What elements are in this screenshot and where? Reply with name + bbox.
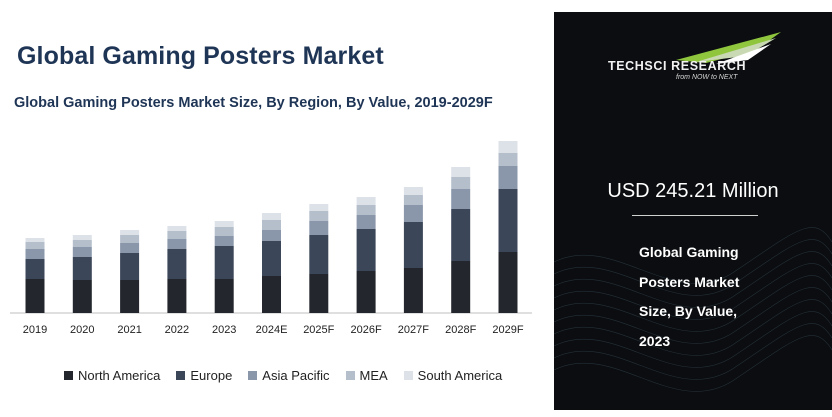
- bar-segment-north-america-2019: [25, 279, 45, 313]
- bar-segment-south-america-2019: [25, 238, 45, 242]
- legend-item: South America: [403, 368, 503, 383]
- x-tick-label: 2023: [212, 324, 236, 336]
- bar-segment-asia-pacific-2024e: [262, 230, 281, 241]
- bar-segment-north-america-2023: [214, 279, 234, 313]
- bar-segment-mea-2020: [72, 240, 92, 247]
- bar-segment-north-america-2025f: [309, 274, 329, 313]
- x-tick-label: 2024E: [256, 324, 288, 336]
- bar-segment-asia-pacific-2029f: [498, 166, 518, 189]
- bar-segment-south-america-2023: [214, 221, 234, 227]
- description-line: Global Gaming: [639, 244, 739, 260]
- bar-segment-south-america-2021: [120, 230, 140, 235]
- bar-segment-europe-2025f: [309, 235, 329, 274]
- legend-swatch: [176, 371, 186, 380]
- bar-segment-south-america-2026f: [356, 197, 376, 205]
- logo-text: TECHSCI RESEARCH: [608, 59, 747, 73]
- bar-segment-europe-2019: [25, 259, 45, 279]
- logo-swoosh-icon: [676, 32, 781, 64]
- legend-item: North America: [64, 368, 160, 383]
- bar-segment-europe-2020: [72, 257, 92, 280]
- bar-segment-europe-2026f: [356, 229, 376, 271]
- x-tick-label: 2026F: [350, 324, 381, 336]
- bar-segment-europe-2024e: [262, 241, 281, 276]
- bar-segment-mea-2027f: [403, 195, 423, 205]
- bar-segment-mea-2029f: [498, 153, 518, 166]
- bar-segment-north-america-2024e: [262, 276, 281, 313]
- logo-tagline: from NOW to NEXT: [676, 74, 738, 81]
- market-value: USD 245.21 Million: [607, 180, 779, 202]
- legend-swatch: [248, 371, 258, 380]
- bar-segment-mea-2021: [120, 235, 140, 243]
- summary-panel: TECHSCI RESEARCH from NOW to NEXT USD 24…: [554, 12, 832, 410]
- bar-segment-europe-2027f: [403, 222, 423, 268]
- bar-segment-europe-2029f: [498, 189, 518, 252]
- bar-segment-europe-2023: [214, 246, 234, 279]
- bar-segment-mea-2024e: [262, 220, 281, 230]
- bar-segment-north-america-2029f: [498, 252, 518, 313]
- legend-label: Asia Pacific: [262, 368, 330, 383]
- bar-segment-south-america-2028f: [451, 167, 471, 177]
- bar-segment-mea-2023: [214, 227, 234, 236]
- bar-segment-asia-pacific-2026f: [356, 215, 376, 229]
- description-line: Posters Market: [639, 273, 740, 290]
- bar-segment-north-america-2022: [167, 279, 187, 313]
- bar-segment-mea-2028f: [451, 177, 471, 189]
- bar-segment-north-america-2026f: [356, 271, 376, 313]
- bar-segment-mea-2019: [25, 242, 45, 249]
- wave-background: [554, 227, 832, 392]
- legend-item: Asia Pacific: [248, 368, 330, 383]
- legend-swatch: [64, 371, 73, 380]
- bar-segment-north-america-2027f: [403, 268, 423, 313]
- legend-label: MEA: [359, 368, 388, 383]
- bar-segment-europe-2022: [167, 249, 187, 279]
- bar-segment-north-america-2021: [120, 280, 140, 313]
- x-tick-label: 2019: [23, 324, 47, 336]
- bar-segment-asia-pacific-2025f: [309, 221, 329, 235]
- chart-legend: North America Europe Asia Pacific MEA South …: [64, 368, 518, 383]
- bar-segment-south-america-2025f: [309, 204, 329, 211]
- bar-segment-north-america-2028f: [451, 261, 471, 313]
- bar-segment-europe-2028f: [451, 209, 471, 261]
- page-title: Global Gaming Posters Market: [17, 42, 384, 70]
- bar-segment-asia-pacific-2027f: [403, 205, 423, 222]
- chart-panel: Global Gaming Posters Market Global Gami…: [10, 42, 532, 383]
- bar-segment-mea-2022: [167, 231, 187, 239]
- bar-segment-mea-2025f: [309, 211, 329, 221]
- market-description: Global Gaming Posters Market Size, By Va…: [639, 238, 789, 356]
- bar-segment-south-america-2029f: [498, 141, 518, 153]
- bar-segment-asia-pacific-2022: [167, 239, 187, 249]
- legend-label: Europe: [190, 368, 233, 383]
- legend-item: Europe: [176, 368, 232, 383]
- bar-segment-south-america-2027f: [403, 187, 423, 195]
- x-tick-label: 2020: [70, 324, 94, 336]
- bar-segment-north-america-2020: [72, 280, 92, 313]
- bar-segment-south-america-2020: [72, 235, 92, 240]
- divider: [632, 215, 758, 216]
- bar-segment-asia-pacific-2028f: [451, 189, 471, 209]
- x-tick-label: 2027F: [398, 324, 429, 336]
- legend-swatch: [345, 371, 355, 380]
- techsci-logo: TECHSCI RESEARCH from NOW to NEXT: [606, 30, 786, 100]
- bar-segment-asia-pacific-2021: [120, 243, 140, 253]
- bar-segment-asia-pacific-2020: [72, 247, 92, 257]
- legend-label: North America: [78, 368, 161, 383]
- legend-label: South America: [417, 368, 503, 383]
- description-line: 2023: [639, 332, 671, 349]
- x-tick-label: 2022: [165, 324, 189, 336]
- bar-segment-europe-2021: [120, 253, 140, 280]
- x-tick-label: 2029F: [492, 324, 523, 336]
- bar-segment-asia-pacific-2019: [25, 249, 45, 259]
- stacked-bar-chart: 2019 2020 2021 2022 2023 2024E 2025F 2026F 2027F…: [10, 141, 532, 336]
- x-tick-label: 2025F: [303, 324, 334, 336]
- chart-subtitle: Global Gaming Posters Market Size, By Re…: [14, 95, 493, 111]
- bar-segment-mea-2026f: [356, 205, 376, 215]
- legend-swatch: [403, 371, 413, 380]
- bar-segment-asia-pacific-2023: [214, 236, 234, 246]
- x-tick-label: 2028F: [445, 324, 476, 336]
- x-tick-label: 2021: [117, 324, 141, 336]
- bar-segment-south-america-2022: [167, 226, 187, 231]
- description-line: Size, By Value,: [639, 303, 738, 319]
- legend-item: MEA: [345, 368, 388, 383]
- bar-segment-south-america-2024e: [262, 213, 281, 220]
